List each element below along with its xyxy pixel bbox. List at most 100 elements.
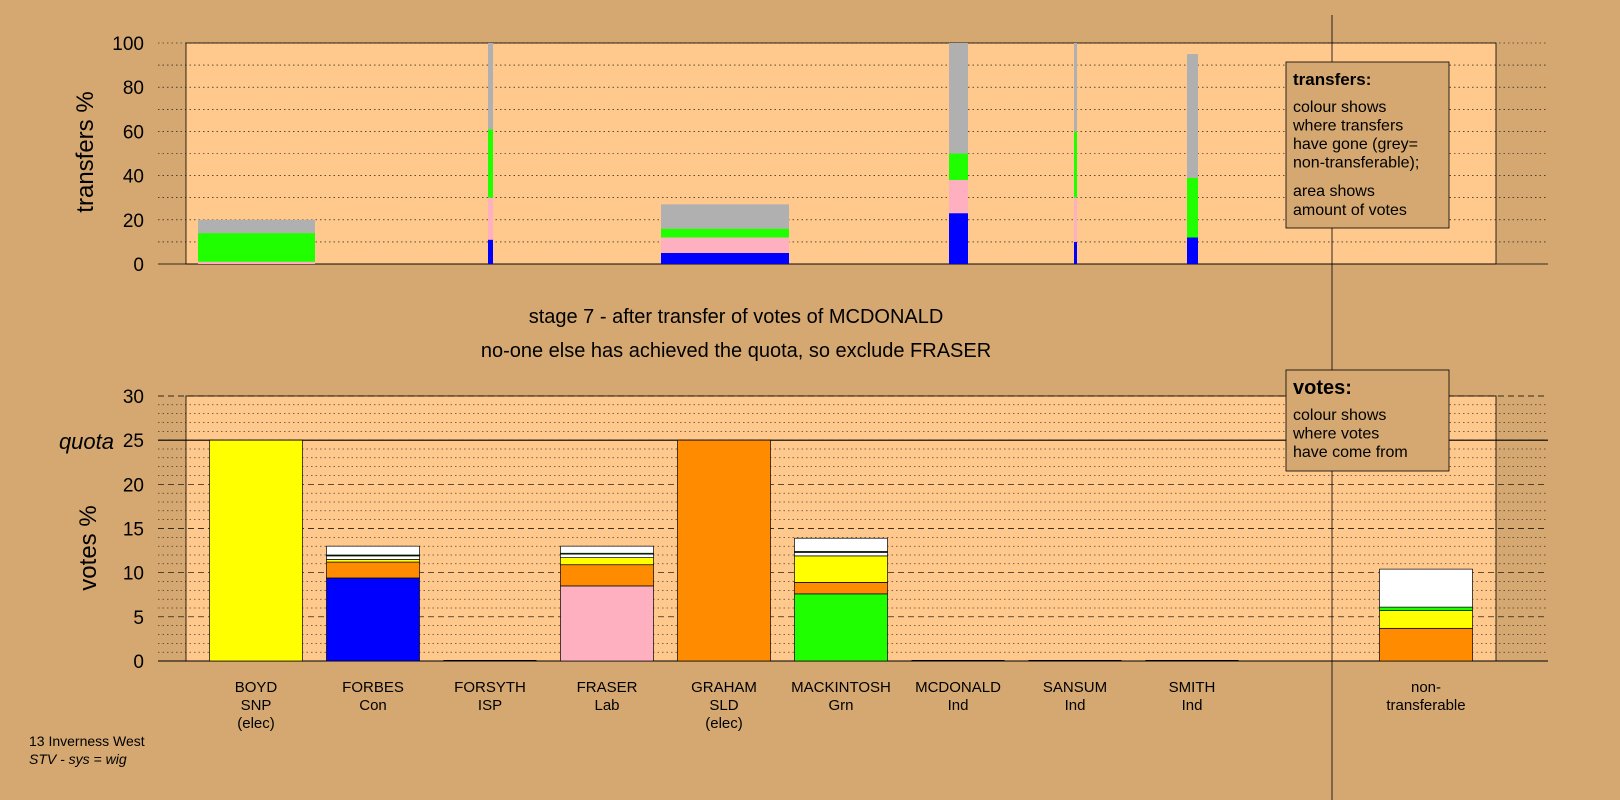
transfer-segment-mcdonald — [949, 213, 968, 264]
candidate-label: ISP — [478, 697, 502, 714]
vote-segment — [560, 557, 654, 566]
transfers-legend-text: amount of votes — [1293, 202, 1407, 219]
transfer-segment-forsyth — [488, 129, 493, 198]
transfer-segment-sansum — [1074, 43, 1077, 132]
ward-label: 13 Inverness West — [29, 733, 145, 749]
transfers-gridlines — [158, 42, 1548, 265]
transfers-tick-label: 100 — [112, 34, 144, 55]
transfers-legend-text: where transfers — [1292, 118, 1403, 135]
transfers-y-axis-label: transfers % — [72, 91, 99, 212]
candidate-label: Ind — [1182, 697, 1203, 714]
transfer-segment-fraser — [661, 252, 789, 264]
action-caption: no-one else has achieved the quota, so e… — [481, 340, 991, 362]
vote-segment — [560, 585, 654, 662]
vote-segment — [326, 545, 420, 556]
vote-segment — [1379, 610, 1473, 629]
candidate-label: MACKINTOSH — [791, 679, 891, 696]
candidate-label: FORBES — [342, 679, 404, 696]
transfers-tick-label: 80 — [123, 78, 144, 99]
transfer-segment-fraser — [661, 204, 789, 229]
votes-tick-label: 0 — [133, 652, 144, 673]
candidate-label: Lab — [594, 697, 619, 714]
candidate-labels: BOYDSNP(elec)FORBESConFORSYTHISPFRASERLa… — [235, 679, 1466, 732]
candidate-label: SLD — [709, 697, 738, 714]
vote-segment — [560, 553, 654, 558]
transfers-tick-label: 20 — [123, 211, 144, 232]
transfer-segment-boyd — [198, 219, 315, 234]
candidate-label: FRASER — [577, 679, 638, 696]
vote-segment — [1379, 568, 1473, 608]
vote-segment — [677, 439, 771, 662]
votes-tick-label: 15 — [123, 520, 144, 541]
transfers-legend-text: non-transferable); — [1293, 155, 1419, 172]
transfer-segment-boyd — [198, 233, 315, 253]
votes-y-axis-label: votes % — [75, 505, 102, 590]
vote-segment — [794, 537, 888, 552]
vote-segment — [326, 555, 420, 560]
vote-segment — [560, 545, 654, 554]
votes-tick-label: 10 — [123, 564, 144, 585]
transfers-tick-label: 0 — [133, 255, 144, 276]
vote-segment — [209, 439, 303, 662]
candidate-label: SNP — [241, 697, 272, 714]
candidate-label: FORSYTH — [454, 679, 526, 696]
candidate-label: BOYD — [235, 679, 278, 696]
transfer-segment-sansum — [1074, 131, 1077, 198]
transfers-legend-text: have gone (grey= — [1293, 136, 1418, 153]
transfer-segment-sansum — [1074, 197, 1077, 242]
candidate-label: (elec) — [705, 715, 743, 732]
votes-tick-label: 25 — [123, 431, 144, 452]
votes-tick-label: 30 — [123, 387, 144, 408]
candidate-label: Ind — [948, 697, 969, 714]
vote-segment — [326, 577, 420, 662]
candidate-label: transferable — [1386, 697, 1465, 714]
vote-segment — [326, 559, 420, 563]
transfer-segment-mcdonald — [949, 43, 968, 154]
votes-tick-label: 5 — [133, 608, 144, 629]
transfers-legend-title: transfers: — [1293, 70, 1371, 89]
vote-segment — [1379, 606, 1473, 611]
candidate-label: Ind — [1065, 697, 1086, 714]
vote-segment — [794, 555, 888, 583]
transfer-segment-mcdonald — [949, 180, 968, 214]
transfer-segment-fraser — [661, 228, 789, 238]
candidate-label: MCDONALD — [915, 679, 1001, 696]
vote-segment — [794, 593, 888, 662]
transfers-plot-area — [185, 42, 1497, 265]
transfer-segment-boyd — [198, 252, 315, 262]
transfer-segment-boyd — [198, 261, 315, 264]
transfers-legend: transfers: colour shows where transfersha… — [1285, 61, 1450, 229]
votes-legend-title: votes: — [1293, 377, 1352, 399]
transfer-segment-smith — [1187, 237, 1198, 264]
transfer-segment-smith — [1187, 177, 1198, 238]
vote-segment — [560, 564, 654, 587]
transfer-segment-smith — [1187, 54, 1198, 178]
candidate-label: (elec) — [237, 715, 275, 732]
vote-segment — [794, 551, 888, 557]
transfer-segment-forsyth — [488, 43, 493, 130]
votes-legend-text: where votes — [1292, 426, 1379, 443]
transfer-segment-mcdonald — [949, 153, 968, 181]
transfers-legend-text: colour shows — [1293, 99, 1386, 116]
votes-bars — [209, 439, 1473, 662]
vote-segment — [794, 582, 888, 595]
transfers-legend-text: area shows — [1293, 183, 1375, 200]
votes-legend-text: have come from — [1293, 444, 1408, 461]
transfers-tick-label: 40 — [123, 167, 144, 188]
candidate-label: Grn — [828, 697, 853, 714]
transfer-segment-forsyth — [488, 197, 493, 240]
transfer-segment-forsyth — [488, 239, 493, 264]
vote-segment — [326, 561, 420, 579]
quota-label: quota — [59, 429, 114, 454]
transfer-segment-sansum — [1074, 241, 1077, 264]
votes-tick-label: 20 — [123, 475, 144, 496]
candidate-label: Con — [359, 697, 387, 714]
transfer-segment-fraser — [661, 237, 789, 253]
votes-tick-labels: 0 5 10 15 20 25 30 — [123, 387, 144, 673]
transfers-bars — [198, 43, 1198, 264]
transfers-tick-label: 60 — [123, 122, 144, 143]
votes-legend-text: colour shows — [1293, 407, 1386, 424]
